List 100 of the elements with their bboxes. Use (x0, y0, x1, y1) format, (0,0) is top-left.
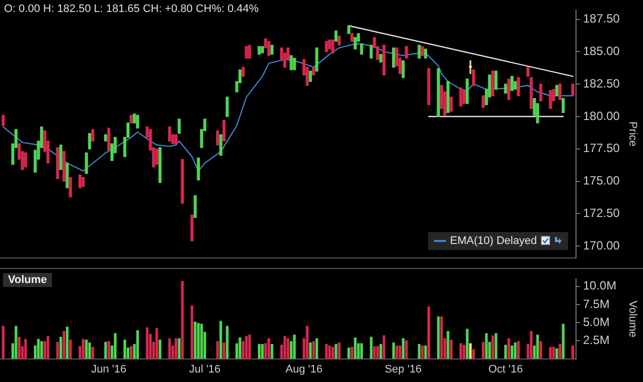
bar (571, 345, 574, 359)
bar (555, 348, 558, 359)
bar (226, 326, 229, 359)
legend-label: EMA(10) Delayed (450, 234, 537, 247)
bar (174, 338, 178, 359)
y-tick-label: 10.0M (583, 278, 616, 293)
bar (373, 346, 376, 359)
bar (421, 345, 424, 359)
candlestick (180, 158, 184, 204)
bar (146, 327, 149, 359)
bar (248, 334, 251, 359)
bar (219, 320, 222, 359)
bar (536, 334, 539, 359)
y-tick-label: 2.5M (583, 333, 610, 348)
bar (379, 344, 382, 359)
y-axis-title: Volume (626, 300, 638, 338)
bar (178, 338, 181, 359)
candlestick (222, 120, 226, 142)
candlestick (190, 214, 194, 242)
bar (190, 306, 194, 359)
bar (283, 336, 286, 359)
bar (370, 336, 373, 359)
bar (376, 346, 379, 359)
candlestick (158, 147, 162, 183)
bar (334, 344, 338, 359)
bar (395, 345, 398, 359)
bar (491, 335, 494, 359)
bar (437, 316, 440, 359)
bar (286, 338, 290, 359)
candlestick (196, 158, 200, 180)
y-tick-label: 177.50 (583, 141, 620, 156)
bar (485, 333, 488, 359)
bar (85, 340, 88, 359)
bar (200, 324, 203, 359)
bar (130, 346, 133, 359)
bar (66, 326, 69, 359)
candlestick (334, 30, 338, 42)
candlestick (248, 44, 252, 58)
bar (56, 342, 59, 359)
bar (482, 342, 485, 359)
bar (392, 342, 395, 359)
bar (331, 346, 334, 359)
bar (194, 322, 197, 359)
x-tick-label: Aug '16 (286, 363, 322, 376)
bar (558, 344, 562, 359)
bar (14, 326, 18, 359)
candlestick (78, 174, 82, 188)
candlestick (84, 152, 88, 174)
annotation: O: 0.00 H: 182.50 L: 181.65 CH: +0.80 CH%: 0.44% (4, 3, 259, 15)
bar (315, 338, 318, 359)
bar (530, 330, 533, 359)
candlestick (360, 44, 364, 55)
bar (402, 338, 405, 359)
bar (91, 346, 94, 359)
bar (510, 345, 514, 359)
bar (24, 338, 27, 359)
y-tick-label: 5.0M (583, 314, 610, 329)
y-tick-label: 182.50 (583, 76, 620, 90)
bar (462, 344, 466, 359)
bar (312, 341, 315, 359)
candlestick (244, 46, 248, 58)
bar (539, 341, 542, 359)
bar (459, 343, 462, 359)
bar (338, 342, 341, 359)
candlestick (312, 66, 316, 76)
bar (507, 338, 510, 359)
bar (107, 341, 110, 359)
bar (398, 345, 402, 359)
bar (258, 344, 261, 359)
bar (517, 341, 520, 359)
bar (114, 333, 117, 359)
bar (325, 344, 328, 359)
bar (446, 330, 450, 359)
x-tick-label: Sep '16 (384, 363, 422, 376)
y-tick-label: 180.00 (583, 108, 620, 123)
bar (37, 338, 40, 359)
y-tick-label: 185.00 (583, 44, 620, 58)
bar (504, 344, 507, 359)
bar (216, 341, 219, 359)
bar (136, 330, 139, 359)
bar (270, 344, 274, 359)
candlestick (62, 151, 66, 182)
candlestick (24, 152, 28, 168)
bar (494, 333, 498, 359)
chart-title: Volume (3, 273, 52, 287)
bar (62, 330, 66, 359)
bar (354, 337, 357, 359)
bar (469, 343, 472, 359)
bar (293, 334, 296, 359)
bar (155, 328, 158, 359)
candlestick (216, 130, 220, 146)
bar (46, 336, 50, 359)
candlestick (56, 147, 60, 180)
y-tick-label: 175.00 (583, 174, 620, 188)
bar (181, 281, 184, 359)
candlestick (174, 134, 178, 144)
bar (197, 323, 200, 359)
y-tick-label: 172.50 (583, 206, 620, 220)
bar (40, 341, 43, 359)
bar (350, 346, 354, 359)
